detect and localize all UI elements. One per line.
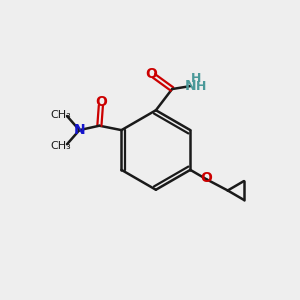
Text: N: N bbox=[74, 123, 85, 137]
Text: CH₃: CH₃ bbox=[50, 141, 71, 151]
Text: CH₃: CH₃ bbox=[50, 110, 71, 119]
Text: O: O bbox=[145, 67, 157, 81]
Text: N: N bbox=[184, 79, 196, 93]
Text: H: H bbox=[196, 80, 206, 93]
Text: H: H bbox=[190, 72, 201, 85]
Text: O: O bbox=[95, 95, 107, 109]
Text: O: O bbox=[201, 171, 212, 185]
